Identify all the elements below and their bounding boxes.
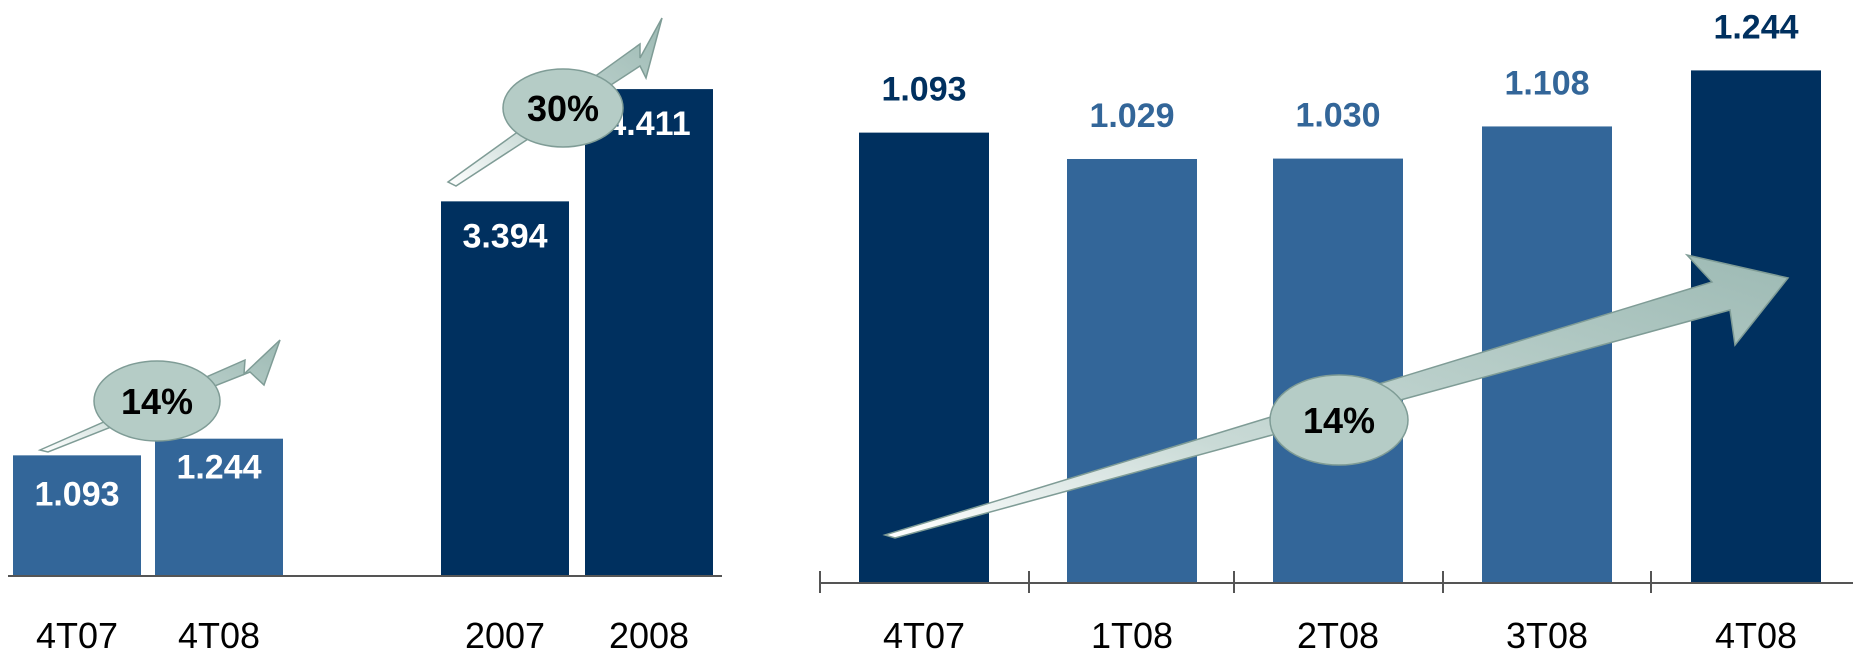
growth-arrow-shape	[882, 253, 1790, 539]
category-label-2t08: 2T08	[1297, 615, 1379, 651]
category-label-4t08: 4T08	[178, 615, 260, 651]
x-axis-ticks-quarterly-evolution	[819, 571, 1652, 593]
value-labels-quarter-compare: 1.093 1.244	[34, 449, 261, 514]
growth-badge-shape	[502, 68, 624, 148]
category-label-3t08: 3T08	[1506, 615, 1588, 651]
growth-badge-label: 14%	[121, 381, 193, 422]
bars-quarterly-evolution	[859, 70, 1821, 584]
category-label-2008: 2008	[609, 615, 689, 651]
panel-quarterly-evolution: 1.093 1.029 1.030 1.108 1.244 4T07 1T08 2T08 3T…	[819, 8, 1853, 651]
value-label-4t07: 1.093	[881, 71, 966, 109]
growth-arrow-quarterly-evolution	[882, 253, 1790, 539]
panel-quarter-compare: 1.093 1.244 4T07 4T08 14%	[8, 339, 283, 651]
bars-quarter-compare	[13, 438, 283, 576]
value-label-4t07: 1.093	[34, 475, 119, 513]
bar-4t08	[1691, 70, 1821, 583]
category-labels-quarter-compare: 4T07 4T08	[36, 615, 260, 651]
bar-2007	[441, 201, 569, 576]
value-label-2007: 3.394	[462, 217, 547, 255]
category-label-4t07: 4T07	[36, 615, 118, 651]
bars-year-compare	[441, 89, 713, 577]
growth-badge-label: 30%	[527, 88, 599, 129]
bar-4t08	[155, 438, 283, 576]
category-label-4t08: 4T08	[1715, 615, 1797, 651]
bar-4t07	[13, 455, 141, 576]
growth-badge-shape	[93, 360, 221, 442]
category-labels-quarterly-evolution: 4T07 1T08 2T08 3T08 4T08	[883, 615, 1797, 651]
value-label-1t08: 1.029	[1089, 97, 1174, 135]
growth-badge-year-compare: 30%	[502, 68, 624, 148]
category-label-1t08: 1T08	[1091, 615, 1173, 651]
value-labels-quarterly-evolution: 1.093 1.029 1.030 1.108 1.244	[881, 8, 1798, 135]
value-label-3t08: 1.108	[1504, 64, 1589, 102]
category-labels-year-compare: 2007 2008	[465, 615, 689, 651]
growth-badge-quarter-compare: 14%	[93, 360, 221, 442]
growth-arrow-shape	[446, 17, 663, 187]
category-label-4t07: 4T07	[883, 615, 965, 651]
growth-badge-quarterly-evolution: 14%	[1269, 374, 1409, 466]
growth-arrow-shape	[37, 339, 281, 453]
bar-4t07	[859, 132, 989, 583]
bar-1t08	[1067, 158, 1197, 583]
category-label-2007: 2007	[465, 615, 545, 651]
value-label-2t08: 1.030	[1295, 97, 1380, 135]
growth-arrow-year-compare	[446, 17, 663, 187]
value-label-4t08: 1.244	[176, 449, 261, 487]
value-label-4t08: 1.244	[1713, 8, 1798, 46]
growth-badge-shape	[1269, 374, 1409, 466]
growth-badge-label: 14%	[1303, 400, 1375, 441]
growth-arrow-quarter-compare	[37, 339, 281, 453]
bar-2t08	[1273, 158, 1403, 584]
bar-2008	[585, 89, 713, 577]
